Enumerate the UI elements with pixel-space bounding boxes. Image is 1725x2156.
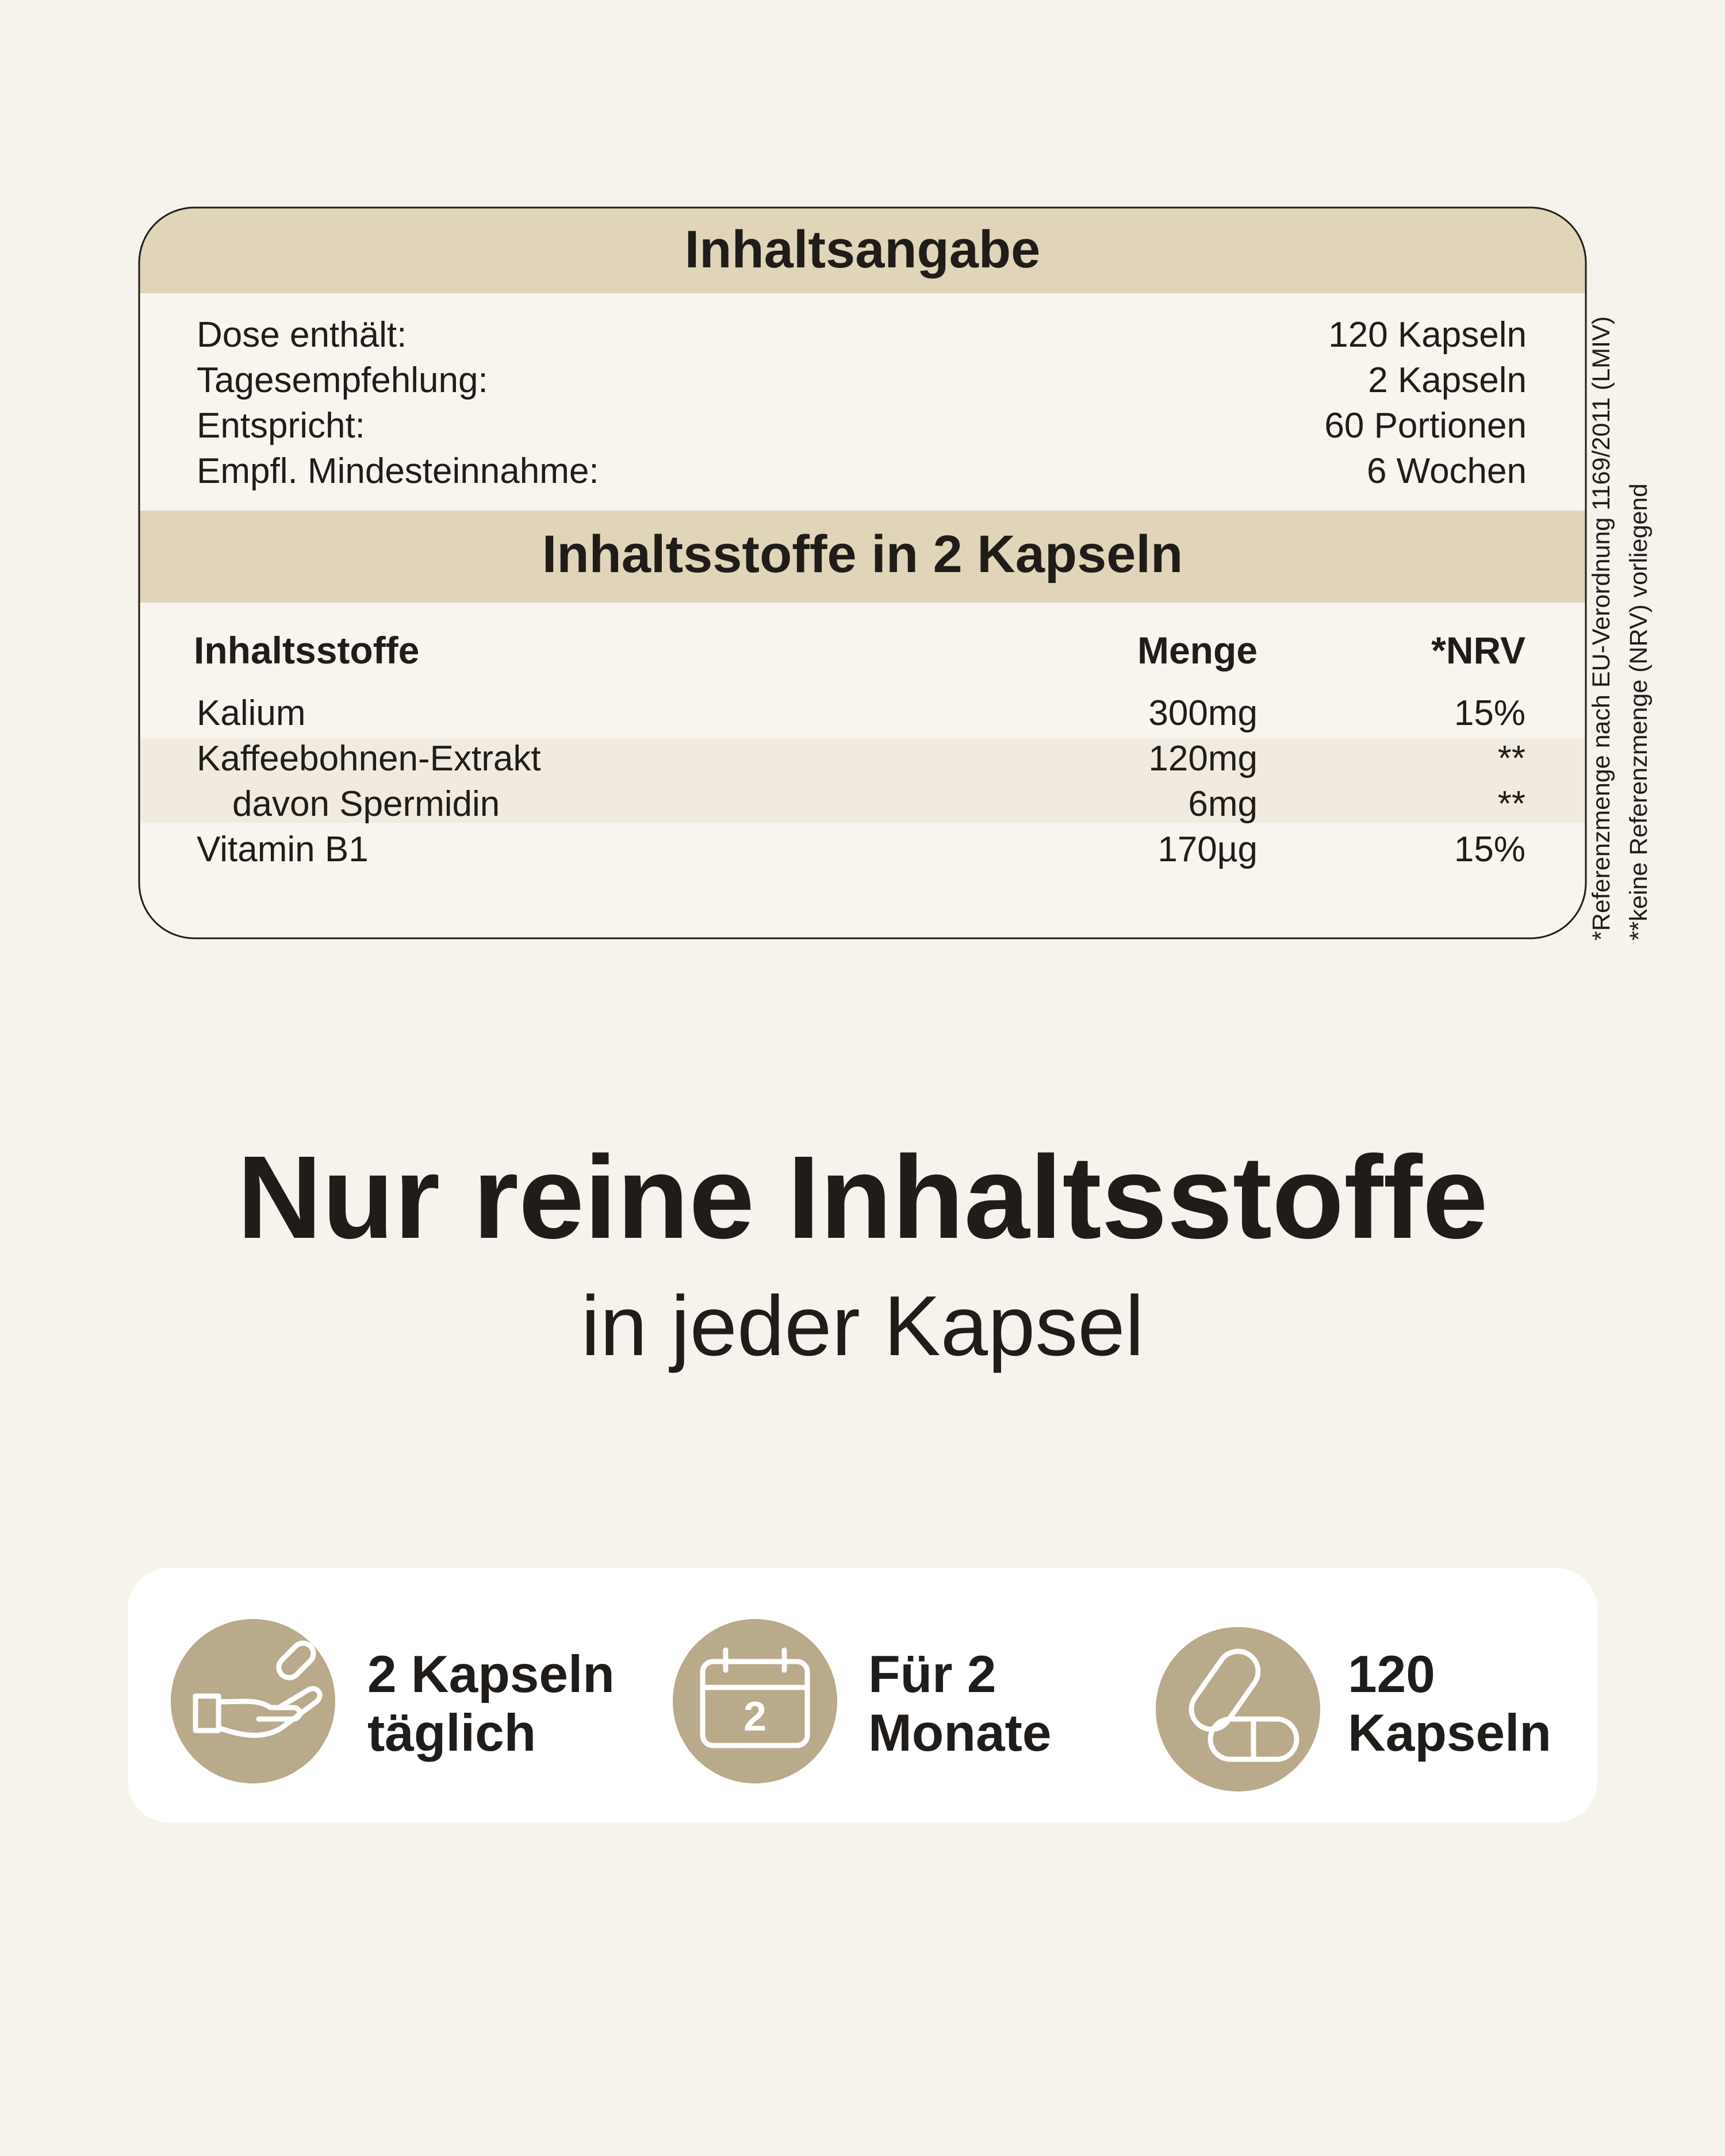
ingredient-cell: 120mg <box>1148 739 1258 778</box>
ingredient-cell: ** <box>1498 739 1525 778</box>
feature-text: Monate <box>868 1704 1052 1762</box>
summary-label: Dose enthält: <box>197 315 407 355</box>
ingredient-cell: 170µg <box>1157 830 1258 869</box>
card-bands <box>139 208 1586 938</box>
calendar-icon <box>700 1659 810 1748</box>
band <box>139 208 1586 293</box>
section-title: Inhaltsstoffe in 2 Kapseln <box>542 525 1183 584</box>
ingredient-cell: 6mg <box>1188 784 1258 824</box>
capsule-icon <box>276 1640 316 1681</box>
summary-label: Entspricht: <box>197 406 365 446</box>
feature-text: Kapseln <box>1348 1704 1551 1762</box>
ingredient-cell: Vitamin B1 <box>197 830 369 869</box>
feature-text: Für 2 <box>868 1645 996 1704</box>
calendar-rings <box>700 1647 810 1690</box>
summary-value: 6 Wochen <box>1367 451 1527 491</box>
capsule-icon <box>1189 1648 1261 1732</box>
ingredient-cell: 15% <box>1454 693 1525 733</box>
band <box>139 511 1586 603</box>
column-header: Inhaltsstoffe <box>194 629 419 672</box>
summary-value: 120 Kapseln <box>1328 315 1527 355</box>
footnote: *Referenzmenge nach EU-Verordnung 1169/2… <box>1588 316 1615 941</box>
feature-text: 2 Kapseln <box>367 1645 615 1704</box>
summary-label: Empfl. Mindesteinnahme: <box>197 451 599 491</box>
feature-text: 120 <box>1348 1645 1435 1704</box>
footnote: **keine Referenzmenge (NRV) vorliegend <box>1625 484 1653 941</box>
icon-label: 2 <box>743 1694 766 1740</box>
ingredient-cell: 15% <box>1454 830 1525 869</box>
ingredient-cell: ** <box>1498 784 1525 824</box>
ingredient-cell: Kalium <box>197 693 306 733</box>
ingredient-cell: davon Spermidin <box>232 784 500 824</box>
subheadline: in jeder Kapsel <box>581 1279 1144 1374</box>
section-title: Inhaltsangabe <box>685 220 1041 279</box>
icons <box>193 1640 1300 1762</box>
summary-value: 2 Kapseln <box>1368 360 1527 400</box>
column-header: *NRV <box>1431 629 1525 672</box>
summary-label: Tagesempfehlung: <box>197 360 488 400</box>
feature-text: täglich <box>367 1704 536 1762</box>
summary-value: 60 Portionen <box>1324 406 1527 446</box>
ingredient-cell: Kaffeebohnen-Extrakt <box>197 739 541 778</box>
headline: Nur reine Inhaltsstoffe <box>237 1131 1488 1263</box>
card-border <box>138 206 1587 939</box>
column-header: Menge <box>1137 629 1258 672</box>
row-shade <box>139 739 1586 823</box>
hand-icon <box>193 1686 323 1738</box>
ingredient-cell: 300mg <box>1148 693 1258 733</box>
